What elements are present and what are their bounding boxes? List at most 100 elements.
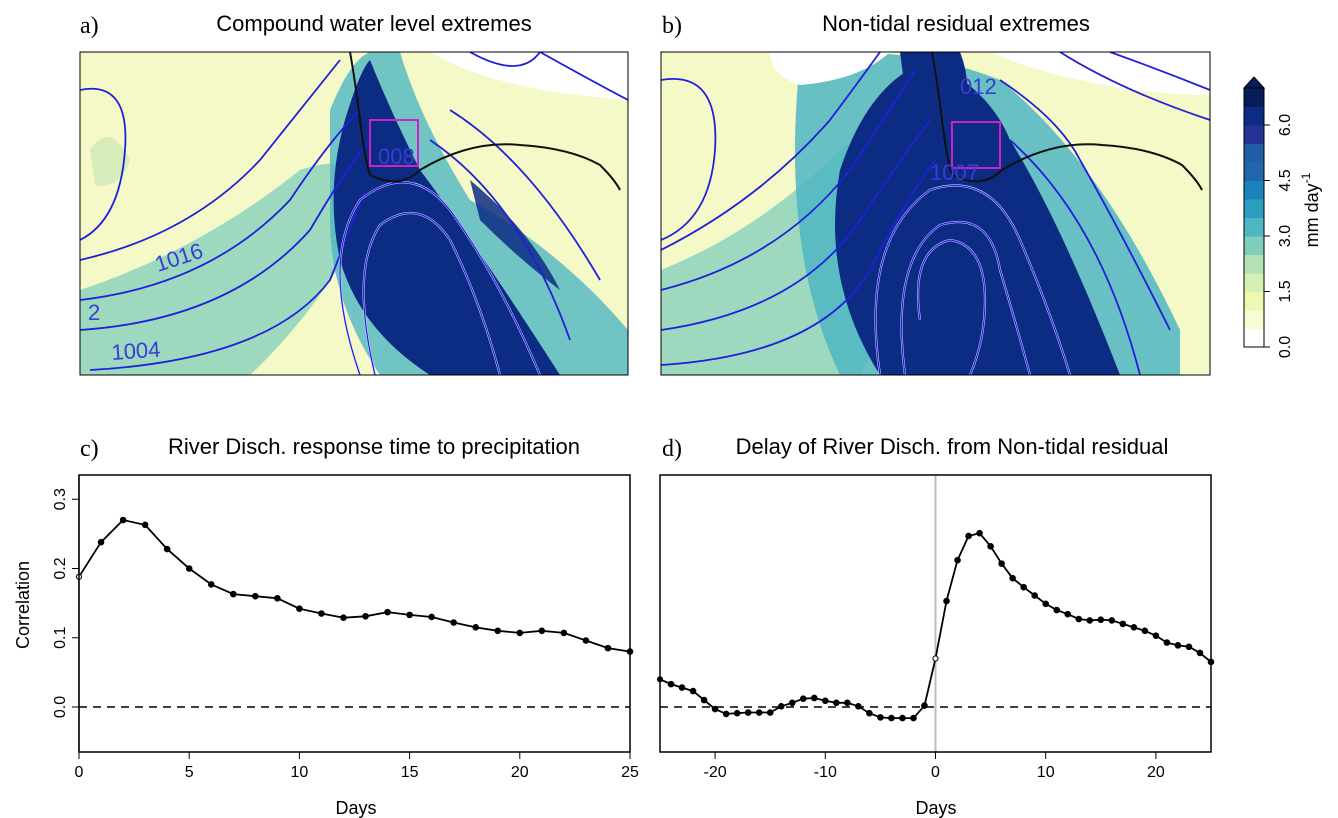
data-point bbox=[943, 597, 950, 605]
data-point bbox=[472, 624, 480, 631]
x-tick-label: 0 bbox=[931, 764, 940, 781]
x-tick-label: 15 bbox=[401, 764, 419, 781]
isobar bbox=[80, 109, 361, 301]
isobar bbox=[89, 189, 366, 371]
isobar bbox=[80, 139, 371, 331]
data-point bbox=[1031, 592, 1038, 599]
data-point bbox=[1196, 649, 1204, 657]
map-a-low-isobars-edge bbox=[339, 181, 541, 375]
x-tick-label: -10 bbox=[814, 764, 837, 781]
colorbar-cell bbox=[1244, 88, 1264, 107]
y-tick-label: 0.1 bbox=[52, 627, 69, 649]
colorbar-cell bbox=[1244, 310, 1264, 329]
data-point bbox=[450, 619, 457, 626]
colorbar: 0.0 1.5 3.0 4.5 6.0 mm day-1 bbox=[1242, 76, 1322, 358]
data-point bbox=[921, 702, 928, 709]
x-tick-label: 10 bbox=[291, 764, 309, 781]
data-point bbox=[866, 709, 873, 717]
isobar bbox=[661, 119, 931, 331]
data-point bbox=[538, 627, 546, 635]
data-point bbox=[1075, 615, 1083, 623]
y-tick-label: 0.0 bbox=[52, 696, 69, 718]
data-point bbox=[844, 699, 851, 707]
colorbar-frame bbox=[1243, 87, 1265, 348]
data-point bbox=[1086, 617, 1094, 624]
isobar bbox=[661, 78, 717, 241]
data-point bbox=[1163, 639, 1171, 646]
colorbar-cell bbox=[1244, 291, 1264, 311]
map-a-precip-band bbox=[470, 180, 560, 290]
data-point bbox=[954, 556, 961, 564]
data-point bbox=[163, 545, 171, 553]
data-point bbox=[362, 612, 369, 620]
isobar bbox=[469, 52, 541, 67]
data-point bbox=[207, 581, 215, 588]
colorbar-tick-label: 6.0 bbox=[1277, 114, 1294, 136]
data-point bbox=[1119, 620, 1127, 628]
map-b-nodata-ne bbox=[990, 52, 1210, 95]
panel-b-letter: b) bbox=[662, 13, 682, 39]
data-point bbox=[822, 697, 829, 705]
data-point bbox=[1185, 643, 1193, 651]
contour-label: 012 bbox=[960, 74, 997, 99]
x-tick-label: 20 bbox=[1147, 764, 1165, 781]
data-point bbox=[516, 629, 524, 637]
data-point bbox=[1042, 600, 1049, 608]
data-point bbox=[185, 565, 193, 572]
map-a-shade-west bbox=[90, 137, 130, 186]
data-point bbox=[604, 644, 612, 652]
panel-c-letter: c) bbox=[80, 436, 99, 462]
map-panel-a: a) Compound water level extremes bbox=[79, 11, 629, 376]
isobar bbox=[900, 221, 1031, 375]
data-point bbox=[1108, 617, 1116, 624]
isobar bbox=[875, 185, 1071, 375]
colorbar-cell bbox=[1244, 180, 1264, 200]
colorbar-tick-label: 0.0 bbox=[1277, 336, 1294, 358]
colorbar-extend-arrow bbox=[1242, 76, 1266, 89]
isobar bbox=[80, 59, 341, 261]
data-point bbox=[833, 699, 840, 707]
data-point bbox=[788, 699, 796, 707]
colorbar-cell bbox=[1244, 254, 1264, 274]
panel-c-ylabel: Correlation bbox=[13, 561, 33, 649]
contour-label: 2 bbox=[88, 300, 100, 325]
x-tick-label: -20 bbox=[704, 764, 727, 781]
colorbar-tick-label: 4.5 bbox=[1277, 169, 1294, 191]
map-b-precip-north bbox=[900, 52, 968, 130]
data-point bbox=[932, 655, 939, 662]
correlation-series-line bbox=[78, 519, 631, 653]
data-point bbox=[1141, 627, 1149, 635]
colorbar-cell bbox=[1244, 328, 1264, 348]
data-point bbox=[1097, 616, 1105, 624]
data-point bbox=[340, 614, 347, 621]
data-point bbox=[428, 613, 435, 621]
y-tick-label: 0.2 bbox=[52, 557, 69, 579]
data-point bbox=[1053, 606, 1061, 614]
x-tick-label: 5 bbox=[185, 764, 194, 781]
data-point bbox=[1009, 574, 1016, 582]
colorbar-cells bbox=[1244, 88, 1264, 348]
isobar bbox=[1059, 52, 1210, 121]
data-point bbox=[229, 590, 237, 598]
data-point bbox=[1130, 624, 1138, 631]
data-point bbox=[976, 529, 983, 537]
data-point bbox=[888, 714, 895, 722]
isobar bbox=[661, 52, 881, 251]
data-point bbox=[766, 709, 774, 716]
data-point bbox=[406, 611, 413, 619]
panel-c-title: River Disch. response time to precipitat… bbox=[168, 434, 580, 459]
map-panel-b: b) Non-tidal residual extremes bbox=[660, 11, 1211, 376]
data-point bbox=[97, 538, 105, 546]
isobar bbox=[661, 69, 916, 291]
map-a-study-box bbox=[369, 119, 419, 167]
data-point bbox=[755, 709, 763, 716]
map-a-nodata-ne bbox=[430, 52, 628, 100]
colorbar-cell bbox=[1244, 162, 1264, 181]
isobar bbox=[363, 212, 501, 375]
data-point bbox=[678, 684, 686, 691]
colorbar-cell bbox=[1244, 143, 1264, 163]
data-point bbox=[965, 532, 972, 540]
data-point bbox=[799, 695, 807, 702]
x-tick-label: 20 bbox=[511, 764, 529, 781]
